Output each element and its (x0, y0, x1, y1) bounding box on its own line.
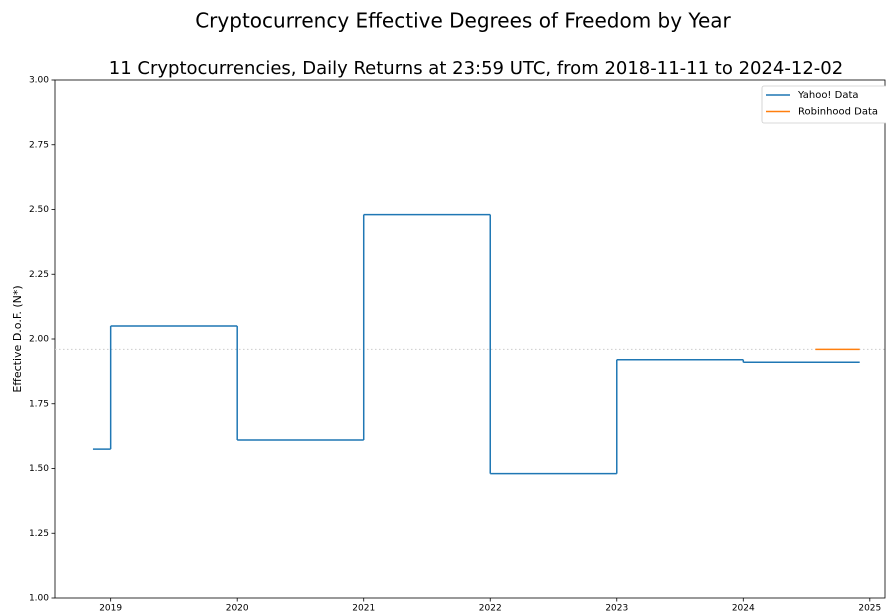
y-axis-label: Effective D.o.F. (N*) (11, 285, 24, 392)
x-tick-label: 2023 (605, 604, 628, 612)
y-tick-label: 2.75 (29, 140, 49, 150)
plot-frame (54, 79, 886, 599)
x-tick-label: 2025 (858, 604, 881, 612)
x-tick-label: 2022 (479, 604, 502, 612)
y-tick-label: 1.25 (29, 529, 49, 539)
legend-label: Yahoo! Data (797, 90, 859, 101)
legend-box (761, 85, 886, 124)
y-tick-label: 2.00 (29, 335, 49, 345)
y-tick-label: 1.00 (29, 594, 49, 604)
y-tick-label: 3.00 (29, 76, 49, 86)
chart-title: Cryptocurrency Effective Degrees of Free… (195, 9, 731, 33)
x-tick-label: 2020 (226, 604, 249, 612)
x-tick-label: 2024 (732, 604, 755, 612)
y-tick-label: 1.75 (29, 399, 49, 409)
x-tick-label: 2021 (352, 604, 375, 612)
legend-label: Robinhood Data (798, 107, 878, 118)
x-tick-label: 2019 (99, 604, 122, 612)
y-tick-label: 2.25 (29, 270, 49, 280)
y-tick-label: 1.50 (29, 464, 49, 474)
chart-subtitle: 11 Cryptocurrencies, Daily Returns at 23… (109, 58, 843, 79)
y-tick-label: 2.50 (29, 205, 49, 215)
